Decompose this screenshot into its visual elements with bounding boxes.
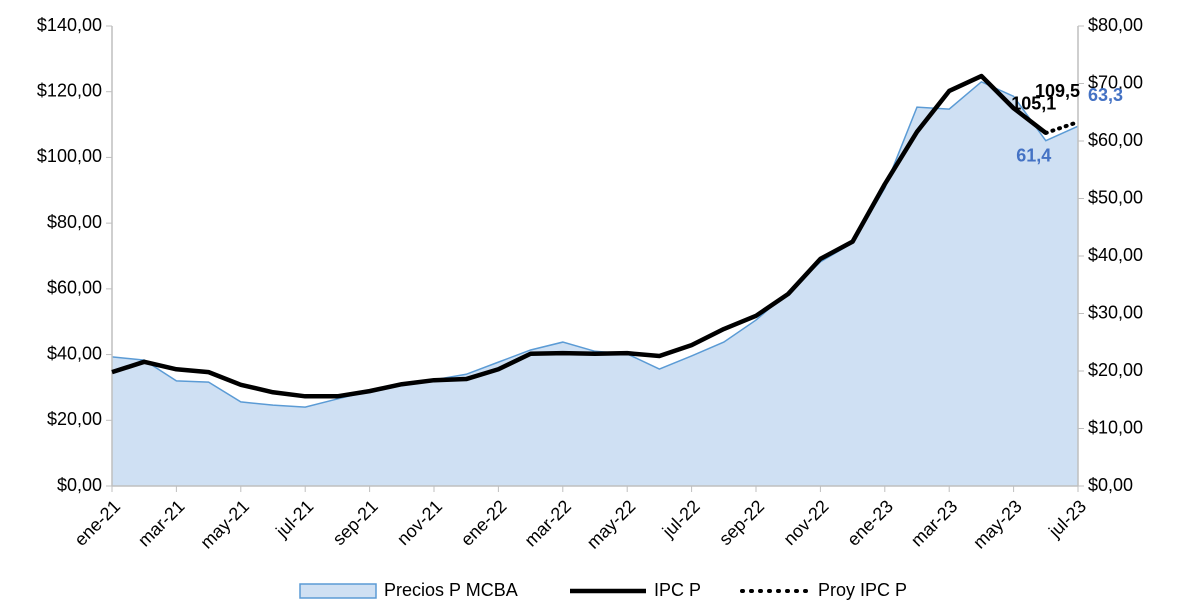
x-tick-label: ene-22 (457, 496, 511, 550)
x-tick-label: nov-21 (393, 496, 446, 549)
x-tick-label: sep-22 (715, 496, 768, 549)
y-tick-label: $40,00 (47, 343, 102, 363)
data-label: 109,5 (1035, 81, 1080, 101)
y2-tick-label: $70,00 (1088, 72, 1143, 92)
legend-label: Proy IPC P (818, 580, 907, 600)
projection-line (1043, 120, 1080, 135)
legend-swatch (299, 583, 377, 599)
x-tick-label: jul-22 (658, 496, 704, 542)
x-tick-label: mar-21 (134, 496, 188, 550)
y2-tick-label: $80,00 (1088, 15, 1143, 35)
y2-tick-label: $60,00 (1088, 130, 1143, 150)
x-tick-label: jul-21 (271, 496, 317, 542)
x-tick-label: may-21 (196, 496, 253, 553)
y-tick-label: $80,00 (47, 212, 102, 232)
x-tick-label: may-22 (583, 496, 640, 553)
legend-item: Proy IPC P (740, 580, 907, 600)
legend-item: IPC P (570, 580, 701, 600)
data-label: 63,3 (1088, 85, 1123, 105)
line (111, 73, 1048, 399)
y-tick-label: $20,00 (47, 409, 102, 429)
y2-tick-label: $10,00 (1088, 417, 1143, 437)
x-tick-label: nov-22 (780, 496, 833, 549)
x-tick-label: ene-21 (70, 496, 124, 550)
data-label: 61,4 (1016, 146, 1051, 166)
x-tick-label: ene-23 (843, 496, 897, 550)
y-tick-label: $140,00 (37, 15, 102, 35)
y2-tick-label: $50,00 (1088, 187, 1143, 207)
y-tick-label: $0,00 (57, 475, 102, 495)
y2-tick-label: $30,00 (1088, 302, 1143, 322)
data-label: 105,1 (1011, 93, 1056, 113)
area-edge (111, 80, 1079, 408)
legend-item: Precios P MCBA (299, 580, 518, 600)
x-tick-label: mar-22 (521, 496, 575, 550)
x-tick-label: may-23 (969, 496, 1026, 553)
y2-tick-label: $40,00 (1088, 245, 1143, 265)
y2-tick-label: $20,00 (1088, 360, 1143, 380)
y-tick-label: $120,00 (37, 80, 102, 100)
x-tick-label: sep-21 (329, 496, 382, 549)
y2-tick-label: $0,00 (1088, 475, 1133, 495)
legend-label: IPC P (654, 580, 701, 600)
legend-label: Precios P MCBA (384, 580, 518, 600)
area (112, 81, 1078, 486)
x-tick-label: jul-23 (1044, 496, 1090, 542)
x-tick-label: mar-23 (907, 496, 961, 550)
y-tick-label: $60,00 (47, 278, 102, 298)
y-tick-label: $100,00 (37, 146, 102, 166)
